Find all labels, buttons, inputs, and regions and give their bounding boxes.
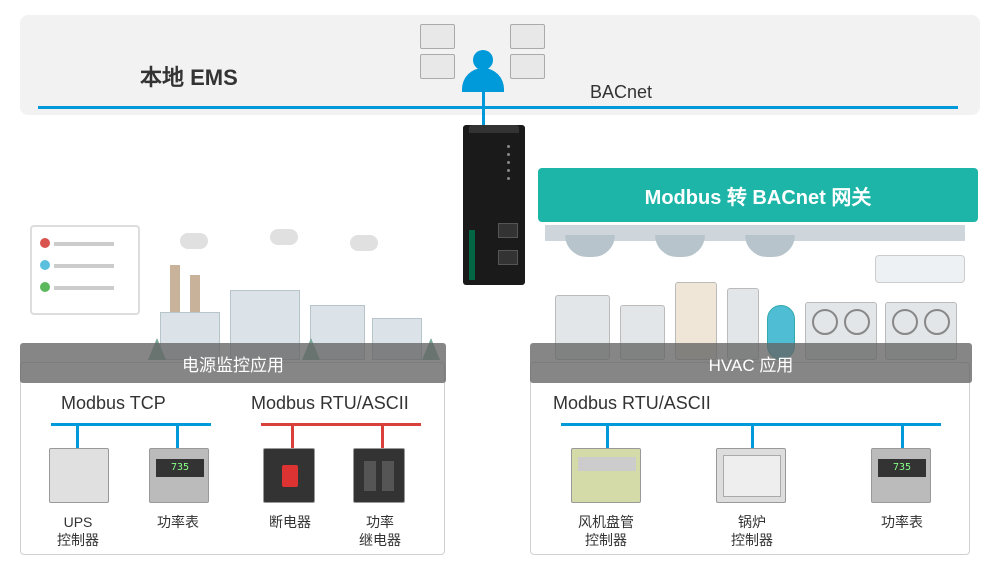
power-monitoring-panel: 电源监控应用 Modbus TCP Modbus RTU/ASCII 735 U… bbox=[20, 362, 445, 555]
bus-stub bbox=[176, 423, 179, 448]
vent-icon bbox=[745, 235, 795, 257]
breaker-icon bbox=[263, 448, 315, 503]
boiler-controller-icon bbox=[716, 448, 786, 503]
power-meter-icon: 735 bbox=[871, 448, 931, 503]
vertical-connector bbox=[482, 70, 485, 130]
protocol-label-tcp: Modbus TCP bbox=[61, 393, 166, 414]
monitor-icon bbox=[510, 54, 545, 79]
factory-illustration bbox=[30, 225, 440, 360]
vent-icon bbox=[655, 235, 705, 257]
panel-title: HVAC 应用 bbox=[709, 351, 794, 376]
bacnet-label: BACnet bbox=[590, 82, 652, 103]
dashboard-icon bbox=[30, 225, 140, 315]
led-icon bbox=[507, 153, 510, 156]
ems-title: 本地 EMS bbox=[140, 60, 238, 92]
ethernet-port-icon bbox=[498, 223, 518, 238]
power-relay-icon bbox=[353, 448, 405, 503]
device-label: UPS 控制器 bbox=[33, 513, 123, 549]
led-icon bbox=[507, 145, 510, 148]
device-label: 锅炉 控制器 bbox=[707, 513, 797, 549]
device-label: 风机盘管 控制器 bbox=[561, 513, 651, 549]
cloud-icon bbox=[350, 235, 378, 251]
gateway-banner: Modbus 转 BACnet 网关 bbox=[538, 168, 978, 222]
led-icon bbox=[507, 161, 510, 164]
bus-stub bbox=[381, 423, 384, 448]
gateway-device-icon bbox=[463, 125, 525, 285]
protocol-label-rtu: Modbus RTU/ASCII bbox=[251, 393, 409, 414]
monitor-icon bbox=[420, 24, 455, 49]
cloud-icon bbox=[270, 229, 298, 245]
device-label: 功率表 bbox=[133, 513, 223, 531]
panel-title: 电源监控应用 bbox=[182, 351, 284, 376]
monitor-icon bbox=[420, 54, 455, 79]
panel-header: HVAC 应用 bbox=[530, 343, 972, 383]
device-label: 断电器 bbox=[245, 513, 335, 531]
hvac-panel: HVAC 应用 Modbus RTU/ASCII 735 风机盘管 控制器 锅炉… bbox=[530, 362, 970, 555]
device-label: 功率 继电器 bbox=[335, 513, 425, 549]
monitor-icon bbox=[510, 24, 545, 49]
led-icon bbox=[507, 177, 510, 180]
modbus-tcp-bus bbox=[51, 423, 211, 426]
meter-reading: 735 bbox=[878, 459, 926, 477]
bacnet-bus-line bbox=[38, 106, 958, 109]
cloud-icon bbox=[180, 233, 208, 249]
hvac-illustration bbox=[545, 225, 965, 360]
fan-coil-controller-icon bbox=[571, 448, 641, 503]
protocol-label-rtu: Modbus RTU/ASCII bbox=[553, 393, 711, 414]
power-meter-icon: 735 bbox=[149, 448, 209, 503]
bus-stub bbox=[606, 423, 609, 448]
bus-stub bbox=[751, 423, 754, 448]
gateway-banner-text: Modbus 转 BACnet 网关 bbox=[645, 181, 872, 210]
modbus-rtu-bus bbox=[261, 423, 421, 426]
vent-icon bbox=[565, 235, 615, 257]
panel-header: 电源监控应用 bbox=[20, 343, 446, 383]
ac-unit-icon bbox=[875, 255, 965, 283]
operator-icon bbox=[420, 22, 550, 92]
moxa-logo-icon bbox=[469, 230, 475, 280]
ups-controller-icon bbox=[49, 448, 109, 503]
bus-stub bbox=[901, 423, 904, 448]
device-label: 功率表 bbox=[857, 513, 947, 531]
bus-stub bbox=[291, 423, 294, 448]
bus-stub bbox=[76, 423, 79, 448]
ethernet-port-icon bbox=[498, 250, 518, 265]
person-head-icon bbox=[473, 50, 493, 70]
meter-reading: 735 bbox=[156, 459, 204, 477]
led-icon bbox=[507, 169, 510, 172]
